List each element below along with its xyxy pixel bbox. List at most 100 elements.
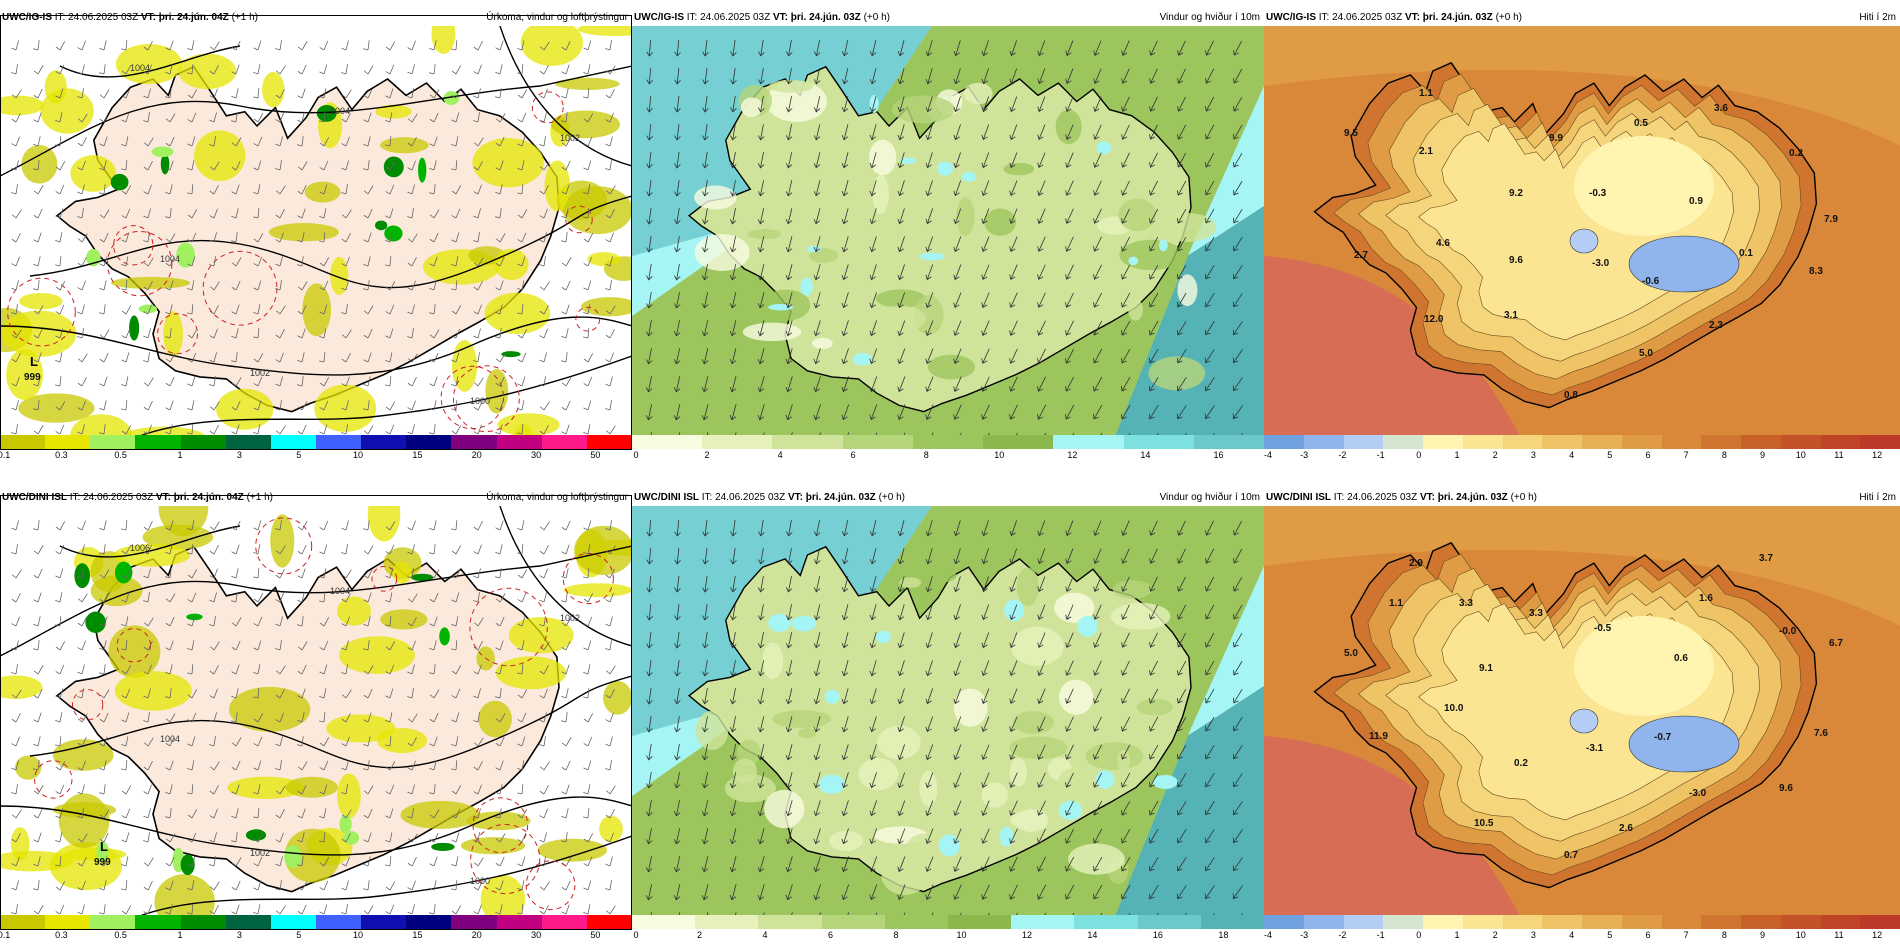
colorbar-tick: 9 bbox=[1760, 450, 1766, 460]
wind-barb bbox=[341, 40, 349, 51]
wind-barb bbox=[121, 208, 131, 219]
wind-speed-cell bbox=[938, 250, 957, 269]
wind-barb bbox=[341, 832, 351, 843]
colorbar-tick: -1 bbox=[1376, 930, 1385, 940]
wind-arrow bbox=[1121, 576, 1130, 592]
wind-barb bbox=[297, 64, 307, 75]
wind-arrow bbox=[841, 68, 849, 85]
colorbar-swatch bbox=[361, 435, 407, 449]
wind-arrow bbox=[646, 124, 653, 141]
wind-barb bbox=[561, 208, 569, 219]
colorbar-swatch bbox=[1582, 915, 1622, 929]
wind-barb bbox=[55, 521, 66, 531]
wind-arrow bbox=[729, 716, 737, 733]
wind-barb bbox=[561, 304, 570, 315]
wind-barb bbox=[385, 688, 394, 699]
precip-cell-heavy bbox=[343, 831, 360, 845]
wind-barb bbox=[275, 328, 285, 339]
wind-barb bbox=[407, 713, 418, 723]
wind-barb bbox=[55, 616, 62, 627]
wind-barb bbox=[495, 808, 502, 819]
wind-barb bbox=[319, 784, 328, 795]
wind-barb bbox=[341, 232, 351, 243]
wind-arrow bbox=[646, 264, 653, 281]
wind-arrow bbox=[757, 348, 765, 365]
precip-cell bbox=[367, 506, 401, 542]
colorbar-swatch bbox=[586, 915, 632, 929]
wind-barb bbox=[561, 544, 570, 555]
wind-arrow bbox=[1176, 885, 1187, 900]
wind-barb bbox=[187, 304, 194, 315]
wind-arrow bbox=[701, 688, 709, 705]
wind-barb bbox=[539, 784, 549, 795]
wind-barb bbox=[561, 232, 568, 243]
wind-barb bbox=[451, 352, 460, 363]
wind-barb bbox=[341, 209, 352, 219]
temp-value-label: 9.6 bbox=[1779, 783, 1793, 794]
panel-title: Hiti í 2m bbox=[1859, 492, 1896, 503]
wind-arrow bbox=[1093, 208, 1102, 224]
wind-barb bbox=[385, 161, 396, 171]
colorbar-tick: 7 bbox=[1683, 930, 1689, 940]
wind-barb bbox=[385, 784, 395, 795]
wind-arrow bbox=[1204, 208, 1215, 224]
panel-temp-top: UWC/IG-IS IT: 24.06.2025 03Z VT: þri. 24… bbox=[1264, 10, 1900, 462]
wind-barb bbox=[275, 256, 283, 267]
wind-arrow bbox=[1037, 884, 1047, 900]
wind-arrow bbox=[925, 124, 933, 141]
wind-arrow bbox=[646, 208, 653, 225]
wind-arrow bbox=[646, 67, 653, 85]
wind-barb bbox=[561, 184, 570, 195]
precip-cell bbox=[330, 256, 349, 296]
wind-arrow bbox=[1121, 660, 1130, 676]
wind-barb bbox=[605, 160, 612, 171]
wind-arrow bbox=[673, 828, 681, 845]
wind-barb bbox=[143, 232, 150, 243]
wind-barb bbox=[451, 905, 462, 915]
wind-barb bbox=[187, 689, 198, 699]
wind-arrow bbox=[785, 744, 793, 761]
wind-barb bbox=[143, 328, 151, 339]
colorbar-tick: 6 bbox=[1645, 930, 1651, 940]
wind-barb bbox=[33, 376, 41, 387]
wind-barb bbox=[297, 424, 307, 435]
wind-barb bbox=[11, 209, 22, 219]
wind-arrow bbox=[813, 292, 821, 309]
wind-barb bbox=[363, 856, 371, 867]
wind-barb bbox=[275, 136, 283, 147]
wind-barb bbox=[121, 832, 130, 843]
wind-barb bbox=[495, 424, 503, 435]
wind-barb bbox=[231, 880, 241, 891]
isobar-label: 1004 bbox=[160, 734, 180, 744]
valid-time: þri. 24.jún. 04Z bbox=[173, 492, 244, 503]
wind-barb bbox=[341, 136, 350, 147]
colorbar-swatch bbox=[1264, 915, 1304, 929]
wind-barb bbox=[253, 88, 260, 99]
wind-arrow bbox=[1121, 548, 1130, 564]
wind-colorbar-ticks: 0 2 4 6 8 10 12 14 16 bbox=[632, 450, 1264, 462]
wind-barb bbox=[209, 616, 216, 627]
wind-arrow bbox=[785, 548, 793, 565]
precip-cell bbox=[262, 71, 285, 108]
precip-cell bbox=[577, 26, 632, 37]
wind-barb bbox=[99, 880, 107, 891]
wind-arrow bbox=[1177, 716, 1187, 732]
wind-barb bbox=[11, 352, 21, 363]
wind-arrow bbox=[785, 576, 793, 593]
wind-barb bbox=[99, 689, 110, 699]
wind-barb bbox=[77, 256, 87, 267]
wind-barb bbox=[319, 640, 329, 651]
wind-barb bbox=[55, 161, 66, 171]
wind-arrow bbox=[897, 376, 906, 393]
wind-arrow bbox=[841, 292, 849, 309]
wind-barb bbox=[429, 712, 439, 723]
wind-arrow bbox=[1149, 292, 1159, 308]
wind-barb bbox=[605, 208, 615, 219]
wind-barb bbox=[121, 520, 128, 531]
wind-arrow bbox=[841, 264, 849, 281]
wind-arrow bbox=[1232, 857, 1243, 872]
wind-barb bbox=[143, 352, 150, 363]
wind-arrow bbox=[897, 716, 905, 733]
wind-arrow bbox=[1176, 264, 1187, 280]
colorbar-tick: 14 bbox=[1140, 450, 1151, 460]
